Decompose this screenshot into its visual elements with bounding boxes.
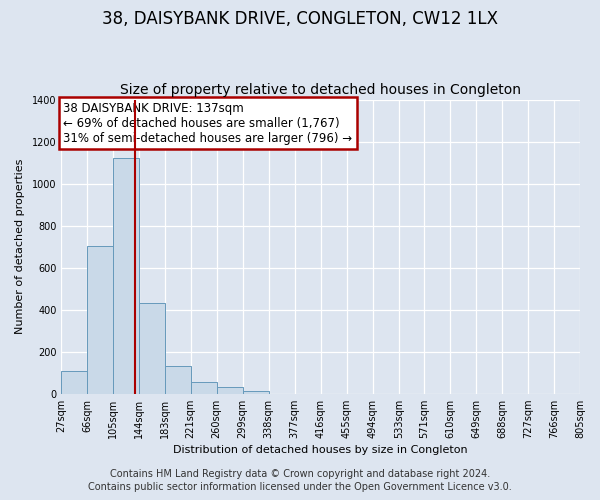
Bar (243, 390, 269, 394)
Text: 38, DAISYBANK DRIVE, CONGLETON, CW12 1LX: 38, DAISYBANK DRIVE, CONGLETON, CW12 1LX (102, 10, 498, 28)
Bar (88, 246, 113, 394)
Bar (139, 304, 166, 394)
Bar (113, 158, 139, 394)
Text: 38 DAISYBANK DRIVE: 137sqm
← 69% of detached houses are smaller (1,767)
31% of s: 38 DAISYBANK DRIVE: 137sqm ← 69% of deta… (64, 102, 353, 144)
Bar (191, 382, 217, 394)
Text: Contains HM Land Registry data © Crown copyright and database right 2024.
Contai: Contains HM Land Registry data © Crown c… (88, 470, 512, 492)
Bar (61, 370, 88, 394)
Bar (217, 388, 243, 394)
Y-axis label: Number of detached properties: Number of detached properties (15, 159, 25, 334)
Bar (166, 366, 191, 394)
X-axis label: Distribution of detached houses by size in Congleton: Distribution of detached houses by size … (173, 445, 468, 455)
Title: Size of property relative to detached houses in Congleton: Size of property relative to detached ho… (120, 83, 521, 97)
